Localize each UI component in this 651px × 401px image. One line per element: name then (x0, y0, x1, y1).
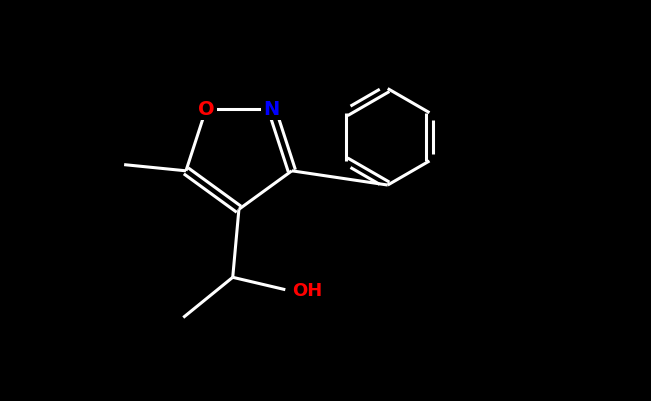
Text: N: N (264, 100, 280, 119)
Text: O: O (198, 100, 215, 119)
Text: OH: OH (292, 281, 322, 299)
